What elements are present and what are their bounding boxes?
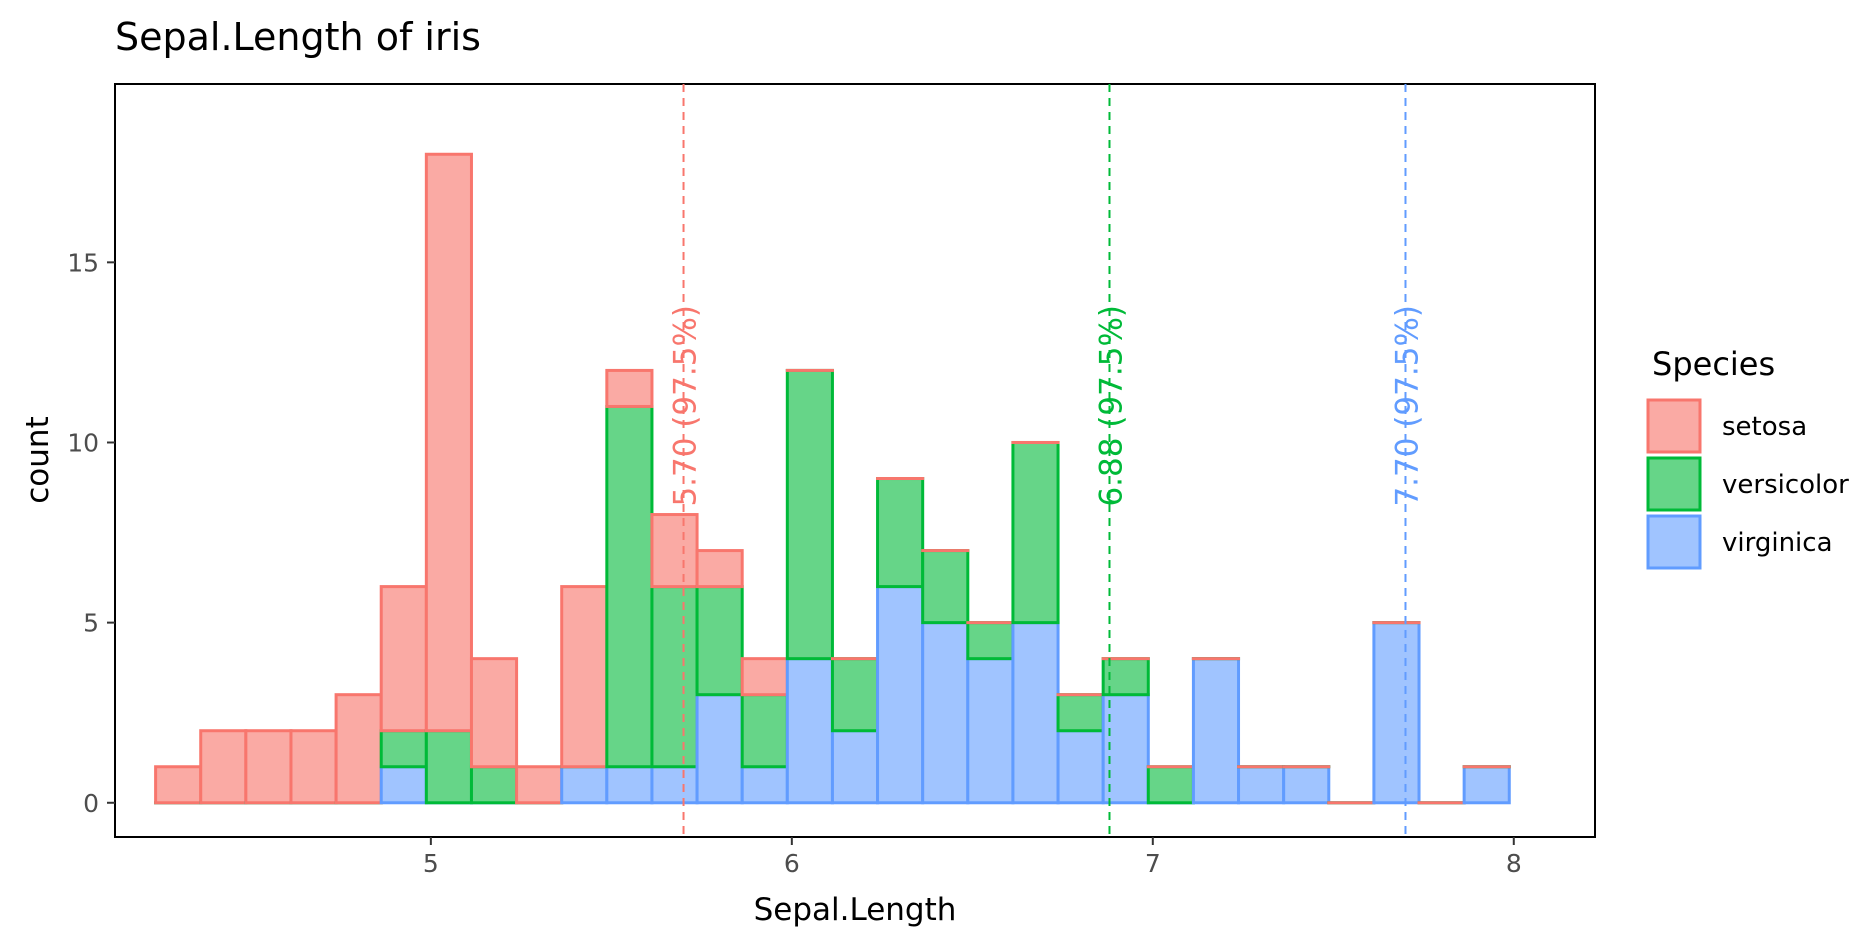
bar-setosa-7 bbox=[471, 659, 516, 767]
bar-versicolor-17 bbox=[923, 551, 968, 623]
bar-setosa-1 bbox=[201, 731, 246, 803]
x-axis-title: Sepal.Length bbox=[754, 892, 957, 928]
y-tick-label: 10 bbox=[67, 428, 99, 457]
legend-key-setosa bbox=[1648, 400, 1700, 452]
x-axis: 5 6 7 8 bbox=[423, 837, 1522, 878]
bar-virginica-9 bbox=[562, 767, 607, 803]
bar-versicolor-15 bbox=[832, 659, 877, 731]
bar-virginica-25 bbox=[1284, 767, 1329, 803]
bar-versicolor-14 bbox=[787, 370, 832, 658]
y-tick-label: 15 bbox=[67, 248, 99, 277]
bar-virginica-23 bbox=[1193, 659, 1238, 803]
bar-setosa-3 bbox=[291, 731, 336, 803]
legend-label-versicolor: versicolor bbox=[1722, 470, 1849, 500]
bar-versicolor-7 bbox=[471, 767, 516, 803]
bar-setosa-2 bbox=[246, 731, 291, 803]
bar-virginica-24 bbox=[1239, 767, 1284, 803]
x-tick-label: 6 bbox=[784, 849, 800, 878]
bar-virginica-11 bbox=[652, 767, 697, 803]
bar-versicolor-6 bbox=[426, 731, 471, 803]
quantile-label-virginica: 7.70 (97.5%) bbox=[1389, 305, 1425, 507]
bar-setosa-6 bbox=[426, 154, 471, 730]
quantile-label-versicolor: 6.88 (97.5%) bbox=[1093, 305, 1129, 507]
bar-setosa-11 bbox=[652, 515, 697, 587]
bar-setosa-12 bbox=[697, 551, 742, 587]
legend-key-virginica bbox=[1648, 516, 1700, 568]
bar-setosa-4 bbox=[336, 695, 381, 803]
bar-virginica-14 bbox=[787, 659, 832, 803]
y-tick-label: 5 bbox=[83, 609, 99, 638]
chart-title: Sepal.Length of iris bbox=[115, 15, 481, 59]
legend-key-versicolor bbox=[1648, 458, 1700, 510]
bar-setosa-8 bbox=[517, 767, 562, 803]
x-tick-label: 8 bbox=[1506, 849, 1522, 878]
x-tick-label: 7 bbox=[1145, 849, 1161, 878]
bar-versicolor-5 bbox=[381, 731, 426, 767]
bar-setosa-13 bbox=[742, 659, 787, 695]
bar-versicolor-11 bbox=[652, 587, 697, 767]
bar-versicolor-18 bbox=[968, 623, 1013, 659]
bar-virginica-18 bbox=[968, 659, 1013, 803]
bar-virginica-27 bbox=[1374, 623, 1419, 803]
bar-virginica-10 bbox=[607, 767, 652, 803]
bar-virginica-17 bbox=[923, 623, 968, 803]
bar-versicolor-19 bbox=[1013, 442, 1058, 622]
y-axis: 0 5 10 15 bbox=[67, 248, 115, 817]
bar-setosa-10 bbox=[607, 370, 652, 406]
bar-versicolor-12 bbox=[697, 587, 742, 695]
legend-title: Species bbox=[1652, 345, 1775, 383]
legend: Species setosa versicolor virginica bbox=[1648, 345, 1849, 568]
legend-label-setosa: setosa bbox=[1722, 412, 1807, 442]
bar-setosa-9 bbox=[562, 587, 607, 767]
bar-virginica-20 bbox=[1058, 731, 1103, 803]
x-tick-label: 5 bbox=[423, 849, 439, 878]
bar-versicolor-10 bbox=[607, 406, 652, 766]
bar-setosa-5 bbox=[381, 587, 426, 731]
bar-virginica-5 bbox=[381, 767, 426, 803]
bar-versicolor-22 bbox=[1148, 767, 1193, 803]
bar-setosa-0 bbox=[156, 767, 201, 803]
bar-versicolor-16 bbox=[878, 479, 923, 587]
bar-virginica-19 bbox=[1013, 623, 1058, 803]
bar-versicolor-13 bbox=[742, 695, 787, 767]
bar-virginica-29 bbox=[1464, 767, 1509, 803]
y-axis-title: count bbox=[20, 416, 56, 503]
y-tick-label: 0 bbox=[83, 789, 99, 818]
bar-versicolor-20 bbox=[1058, 695, 1103, 731]
bar-virginica-12 bbox=[697, 695, 742, 803]
bar-virginica-13 bbox=[742, 767, 787, 803]
bar-virginica-15 bbox=[832, 731, 877, 803]
quantile-label-setosa: 5.70 (97.5%) bbox=[668, 305, 704, 507]
legend-label-virginica: virginica bbox=[1722, 528, 1833, 558]
bar-virginica-16 bbox=[878, 587, 923, 803]
